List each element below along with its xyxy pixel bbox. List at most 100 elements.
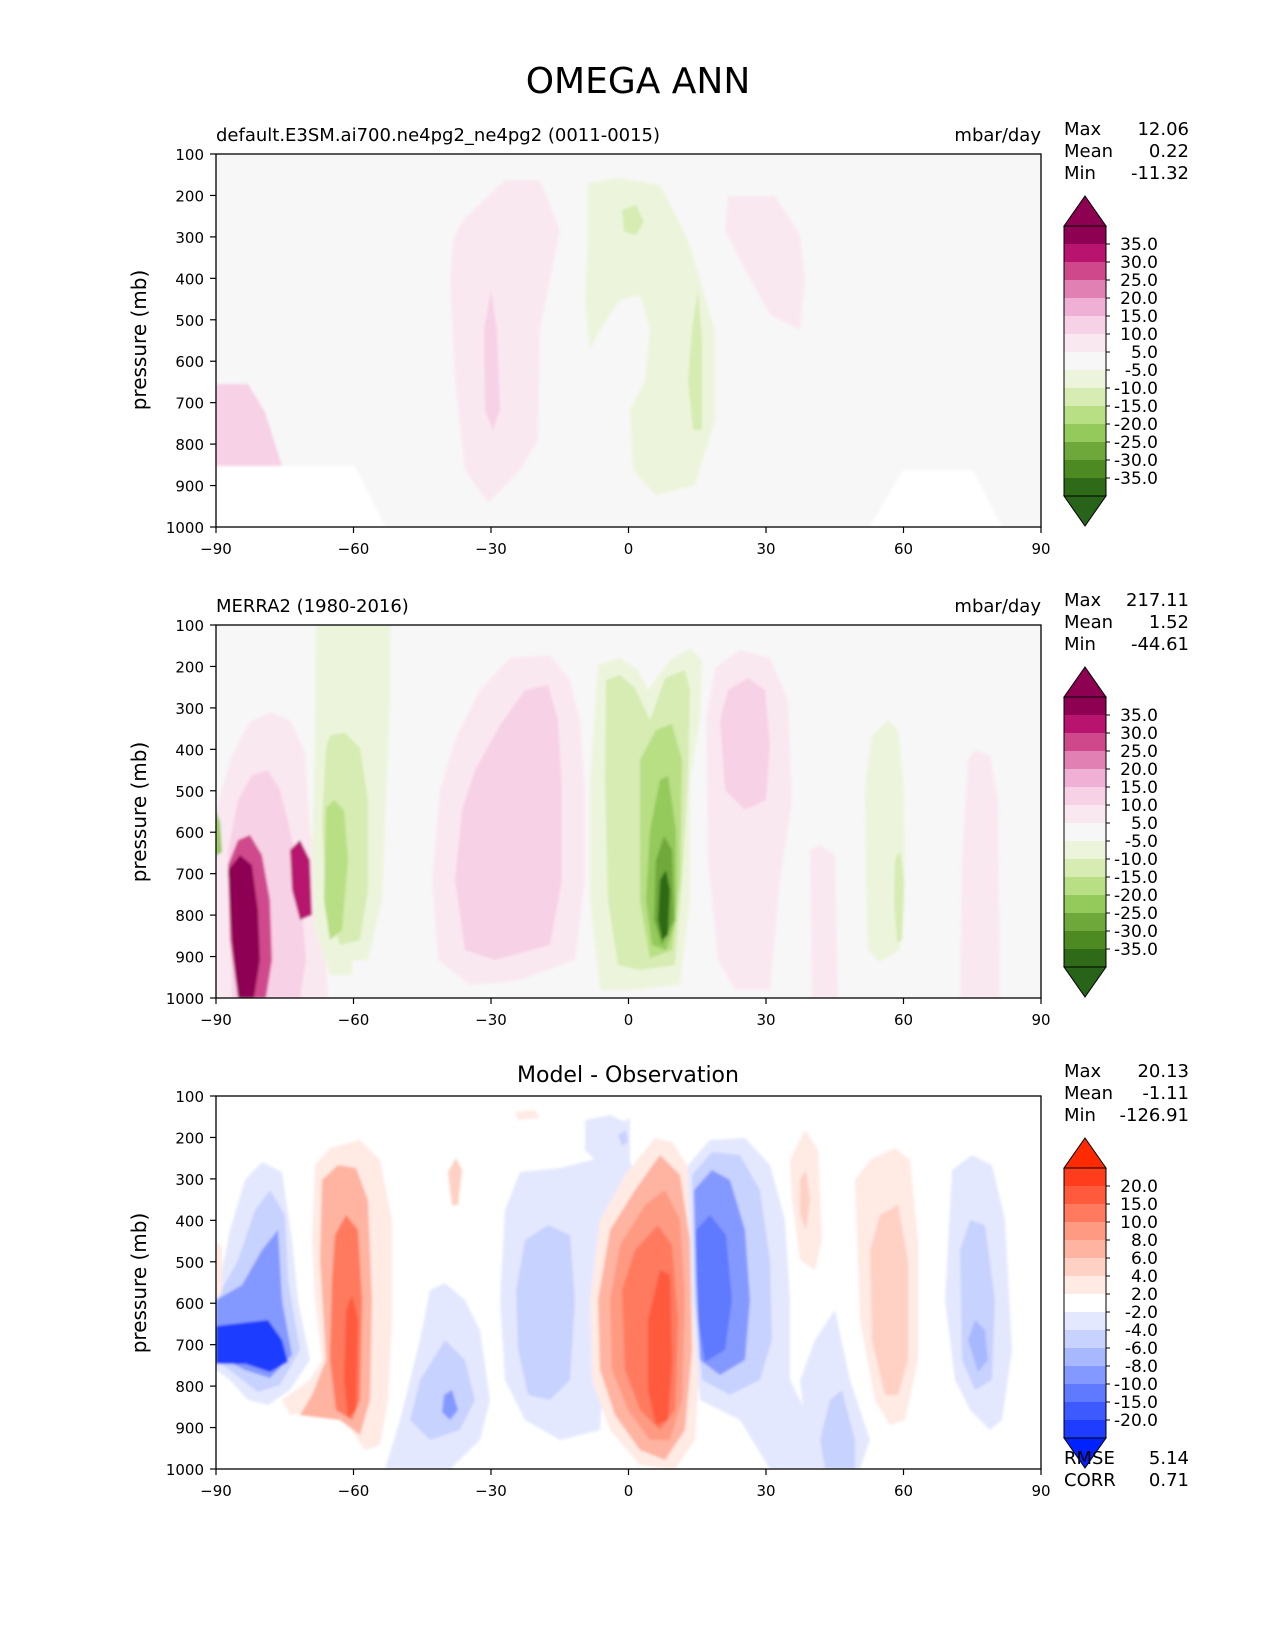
panel-units: mbar/day (954, 596, 1041, 617)
stats-block: Max 20.13 Mean -1.11 Min -126.91 (1064, 1061, 1189, 1126)
stat-value-min: -126.91 (1120, 1105, 1189, 1126)
figure-title: OMEGA ANN (526, 61, 751, 102)
y-tick-label: 200 (175, 1129, 204, 1147)
colorbar-tick-label: -35.0 (1114, 940, 1158, 960)
contour-pink-south-core (484, 290, 500, 430)
colorbar-bin (1064, 769, 1106, 787)
stat-value-corr: 0.71 (1149, 1470, 1189, 1491)
y-tick-label: 600 (175, 1295, 204, 1313)
stat-label-min: Min (1064, 1105, 1096, 1126)
colorbar-tick-label: 15.0 (1120, 307, 1158, 327)
y-axis-label: pressure (mb) (127, 742, 151, 883)
contour-white-north (870, 470, 1002, 527)
y-tick-label: 200 (175, 658, 204, 676)
colorbar-bin (1064, 697, 1106, 715)
error-stats: RMSE 5.14 CORR 0.71 (1064, 1448, 1189, 1491)
stat-label-min: Min (1064, 163, 1096, 184)
colorbar-tick-label: -10.0 (1114, 1375, 1158, 1395)
colorbar-tick-label: 8.0 (1131, 1231, 1158, 1251)
colorbar-bin (1064, 478, 1106, 496)
colorbar-tick-label: -10.0 (1114, 850, 1158, 870)
contour-pink-south-subtropics (450, 180, 560, 503)
colorbar-tick-label: 15.0 (1120, 1195, 1158, 1215)
colorbar-bin (1064, 1402, 1106, 1420)
colorbar-bin (1064, 751, 1106, 769)
y-axis: 100 200 300 400 500 600 700 800 900 1000 (166, 146, 216, 537)
stat-value-max: 217.11 (1126, 590, 1189, 611)
stats-block: Max 217.11 Mean 1.52 Min -44.61 (1064, 590, 1189, 655)
colorbar-tick-label: 5.0 (1131, 343, 1158, 363)
stat-label-mean: Mean (1064, 1083, 1113, 1104)
colorbar: 35.030.025.020.015.010.05.0-5.0-10.0-15.… (1063, 195, 1158, 527)
colorbar-bin (1064, 913, 1106, 931)
colorbar-tick-label: 35.0 (1120, 706, 1158, 726)
panel-title: Model - Observation (517, 1063, 739, 1088)
contour-red-north-upper-core (800, 1170, 810, 1230)
colorbar-tick-label: -20.0 (1114, 415, 1158, 435)
y-tick-label: 100 (175, 146, 204, 164)
contour-green-polar-edge (216, 810, 222, 856)
colorbar-bin (1064, 1240, 1106, 1258)
colorbar-bin (1064, 1186, 1106, 1204)
colorbar-tick-label: 20.0 (1120, 289, 1158, 309)
x-tick-label: −30 (475, 540, 507, 558)
colorbar-extend-min (1063, 495, 1107, 527)
colorbar-bin (1064, 805, 1106, 823)
colorbar-bin (1064, 1276, 1106, 1294)
stats-block: Max 12.06 Mean 0.22 Min -11.32 (1064, 119, 1189, 184)
colorbar-tick-label: 5.0 (1131, 814, 1158, 834)
stat-value-min: -44.61 (1131, 634, 1189, 655)
contour-blue-upper-spot (618, 1130, 628, 1146)
contour-red-south-edge (216, 1240, 222, 1300)
y-tick-label: 700 (175, 395, 204, 413)
colorbar-tick-label: -6.0 (1125, 1339, 1158, 1359)
colorbar-bin (1064, 895, 1106, 913)
contour-red-north-midlat (870, 1205, 908, 1395)
panel-title: default.E3SM.ai700.ne4pg2_ne4pg2 (0011-0… (216, 125, 660, 146)
x-tick-label: 90 (1031, 1482, 1050, 1500)
contour-green-itcz-core (688, 290, 702, 430)
contour-green-south-midlat-core (324, 800, 348, 940)
colorbar-tick-label: 25.0 (1120, 742, 1158, 762)
x-axis: −90 −60 −30 0 30 60 90 (200, 998, 1051, 1029)
colorbar-frame (1063, 696, 1107, 968)
stat-label-max: Max (1064, 1061, 1102, 1082)
contour-white-south (216, 424, 385, 527)
stat-label-rmse: RMSE (1064, 1448, 1115, 1469)
colorbar-tick-label: 30.0 (1120, 253, 1158, 273)
colorbar-extend-max (1063, 1137, 1107, 1169)
colorbar-bin (1064, 334, 1106, 352)
colorbar-bin (1064, 859, 1106, 877)
x-tick-label: −60 (338, 1482, 370, 1500)
contour-blue-north-surface-core (820, 1390, 855, 1469)
colorbar-bin (1064, 262, 1106, 280)
x-tick-label: −60 (338, 1011, 370, 1029)
contour-pink-polar (216, 384, 282, 466)
stat-value-mean: 1.52 (1149, 612, 1189, 633)
contour-pink-north-streaks (960, 750, 1000, 998)
colorbar-tick-label: -25.0 (1114, 433, 1158, 453)
colorbar-bin (1064, 280, 1106, 298)
contour-blue-south-subtropics (516, 1225, 575, 1400)
colorbar-tick-label: -20.0 (1114, 886, 1158, 906)
colorbar-tick-label: -25.0 (1114, 904, 1158, 924)
contour-blue-north-surface (800, 1310, 870, 1469)
x-tick-label: 90 (1031, 1011, 1050, 1029)
x-tick-label: 60 (894, 1482, 913, 1500)
x-axis: −90 −60 −30 0 30 60 90 (200, 527, 1051, 558)
y-tick-label: 800 (175, 1378, 204, 1396)
colorbar-tick-label: -30.0 (1114, 451, 1158, 471)
y-tick-label: 800 (175, 907, 204, 925)
colorbar-tick-label: 10.0 (1120, 325, 1158, 345)
stat-label-max: Max (1064, 119, 1102, 140)
y-axis: 100 200 300 400 500 600 700 800 900 1000 (166, 617, 216, 1008)
y-tick-label: 1000 (166, 990, 204, 1008)
y-tick-label: 600 (175, 824, 204, 842)
colorbar-tick-label: -4.0 (1125, 1321, 1158, 1341)
colorbar-bin (1064, 931, 1106, 949)
stat-value-max: 12.06 (1137, 119, 1189, 140)
colorbar-bin (1064, 298, 1106, 316)
panel-title: MERRA2 (1980-2016) (216, 596, 409, 617)
panel-units: mbar/day (954, 125, 1041, 146)
